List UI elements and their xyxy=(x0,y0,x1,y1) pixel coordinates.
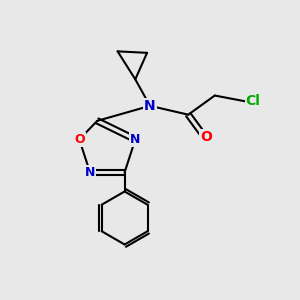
Text: N: N xyxy=(144,99,156,113)
Text: N: N xyxy=(85,166,95,179)
Text: O: O xyxy=(200,130,212,144)
Text: O: O xyxy=(74,133,85,146)
Text: Cl: Cl xyxy=(246,94,260,108)
Text: N: N xyxy=(130,133,140,146)
